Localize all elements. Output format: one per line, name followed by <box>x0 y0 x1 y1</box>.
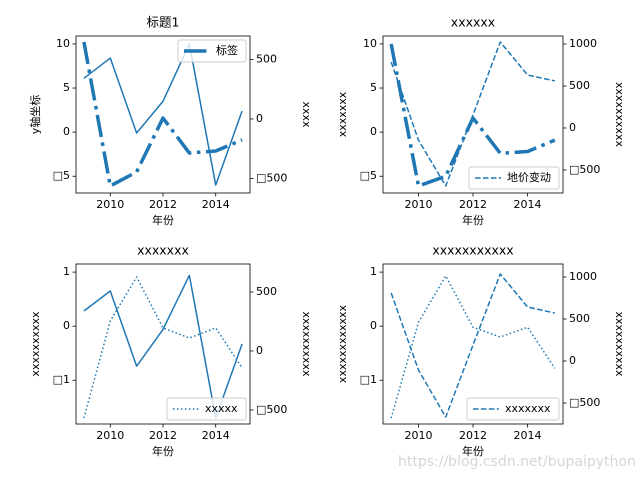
x-axis-label: 年份 <box>152 213 174 227</box>
legend: 地价变动 <box>468 166 560 190</box>
y2-tick-label: □500 <box>569 396 600 409</box>
x-tick-label: 2014 <box>202 429 230 442</box>
series-line <box>390 273 555 418</box>
y-tick-label: 0 <box>63 125 70 138</box>
legend-label: 地价变动 <box>507 170 551 184</box>
series-line <box>390 275 556 419</box>
y-tick-label: 0 <box>370 319 377 332</box>
x-axis-label: 年份 <box>462 213 484 227</box>
y2-tick-label: 500 <box>256 52 277 65</box>
y2-tick-label: □500 <box>256 403 287 416</box>
x-tick-label: 2014 <box>514 198 542 211</box>
subplot: 2010 2012 2014 □1 0 1 □500 0 500 1000 xxxxxxxxxxx 年… <box>336 243 626 459</box>
legend-box <box>177 39 247 63</box>
y2-tick-label: 0 <box>256 344 263 357</box>
x-tick-label: 2010 <box>96 429 124 442</box>
x-axis-label: 年份 <box>462 444 484 458</box>
series-line <box>390 41 555 187</box>
y2-tick-label: 0 <box>569 121 576 134</box>
x-tick-label: 2012 <box>459 198 487 211</box>
y-axis-label: y轴坐标 <box>28 95 42 135</box>
y-axis-label: xxxxxxx <box>336 91 349 137</box>
y2-tick-label: 0 <box>256 112 263 125</box>
x-tick-label: 2010 <box>404 198 432 211</box>
subplot-title: xxxxxxxxxxx <box>432 243 513 258</box>
y2-axis-label: xxxx <box>300 101 313 128</box>
y-axis-label: xxxxxxxxxx <box>29 311 42 377</box>
legend-label: xxxxx <box>205 402 238 415</box>
y-tick-label: 1 <box>63 265 70 278</box>
subplot-title: xxxxxxx <box>137 243 189 258</box>
y2-tick-label: 500 <box>569 312 590 325</box>
series-line <box>83 276 243 419</box>
y-tick-label: 10 <box>56 37 70 50</box>
x-tick-label: 2014 <box>514 429 542 442</box>
y2-tick-label: □500 <box>256 171 287 184</box>
series-line <box>82 41 243 188</box>
x-tick-label: 2014 <box>202 198 230 211</box>
subplot: 2010 2012 2014 □5 0 5 10 □500 0 500 1000 xxxxxx 年份 xx… <box>336 15 626 228</box>
x-tick-label: 2012 <box>149 198 177 211</box>
legend-box <box>468 166 560 190</box>
y-tick-label: □1 <box>360 373 377 386</box>
y-tick-label: 0 <box>370 125 377 138</box>
y-tick-label: 5 <box>63 81 70 94</box>
legend-box <box>166 397 247 421</box>
y2-tick-label: 1000 <box>569 270 597 283</box>
y2-tick-label: 500 <box>256 285 277 298</box>
subplot-title: 标题1 <box>147 15 180 30</box>
x-axis-label: 年份 <box>152 444 174 458</box>
legend: xxxxx <box>166 397 247 421</box>
y2-tick-label: □500 <box>569 163 600 176</box>
series-line <box>83 43 243 186</box>
y2-axis-label: xxxxxxxxxx <box>613 311 626 377</box>
subplot: 2010 2012 2014□101□5000500xxxxxxx年份xxxxxxx… <box>29 243 313 459</box>
x-tick-label: 2012 <box>149 429 177 442</box>
y-tick-label: □5 <box>360 169 377 182</box>
y2-axis-label: xxxxxxxxxx <box>300 311 313 377</box>
y-tick-label: 1 <box>370 265 377 278</box>
y2-tick-label: 0 <box>569 354 576 367</box>
y2-tick-label: 500 <box>569 79 590 92</box>
subplot-title: xxxxxx <box>451 15 495 30</box>
watermark: https://blog.csdn.net/bupaipython <box>398 454 636 470</box>
y-axis-label: xxxxxxxxxxxx <box>336 304 349 383</box>
legend: xxxxxxx <box>466 397 560 421</box>
x-tick-label: 2010 <box>96 198 124 211</box>
x-tick-label: 2012 <box>459 429 487 442</box>
y-tick-label: □1 <box>53 373 70 386</box>
legend: 标签 <box>177 39 247 63</box>
y2-axis-label: xxxxxxxxxx <box>613 82 626 148</box>
x-tick-label: 2010 <box>404 429 432 442</box>
legend-box <box>466 397 560 421</box>
subplot: 2010 2012 2014 □5 0 5 10 □500 0 500 标题1 年份 y轴坐标 xxxx 标… <box>28 15 313 228</box>
series-line <box>389 43 556 188</box>
y-tick-label: 0 <box>63 319 70 332</box>
y-tick-label: 10 <box>363 37 377 50</box>
legend-label: xxxxxxx <box>505 402 551 415</box>
y-tick-label: □5 <box>53 169 70 182</box>
y2-tick-label: 1000 <box>569 37 597 50</box>
y-tick-label: 5 <box>370 81 377 94</box>
legend-label: 标签 <box>216 43 238 57</box>
